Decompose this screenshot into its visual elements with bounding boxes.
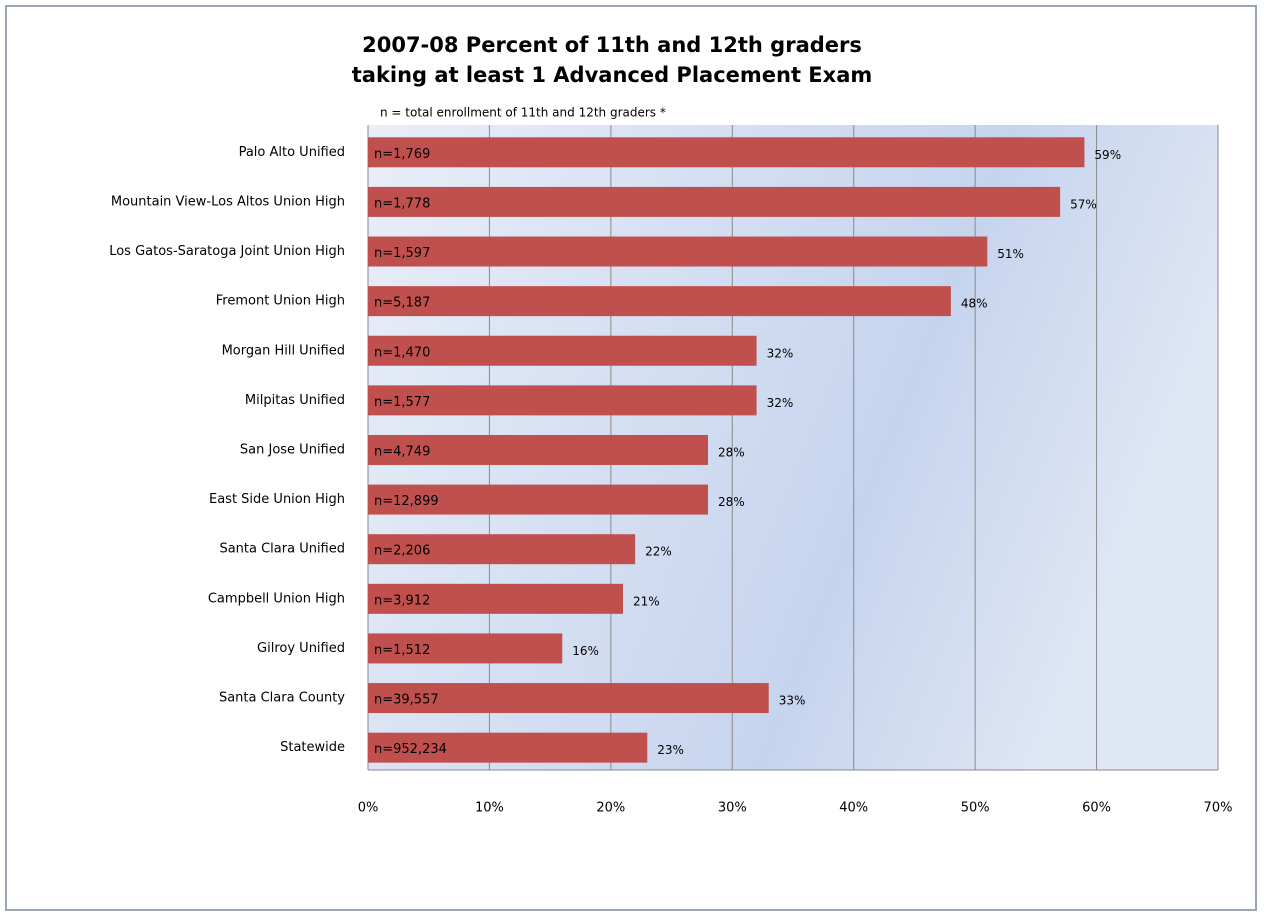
n-label: n=3,912 <box>374 593 430 608</box>
y-tick-label: Statewide <box>280 740 345 755</box>
value-label: 32% <box>767 346 794 360</box>
bar <box>368 286 951 317</box>
value-label: 51% <box>997 247 1024 261</box>
n-label: n=1,778 <box>374 196 430 211</box>
y-tick-label: Campbell Union High <box>208 591 345 606</box>
value-label: 59% <box>1094 148 1121 162</box>
n-label: n=12,899 <box>374 494 439 509</box>
chart-title: 2007-08 Percent of 11th and 12th graders <box>362 33 862 57</box>
n-label: n=1,597 <box>374 246 430 261</box>
value-label: 28% <box>718 495 745 509</box>
y-tick-label: Santa Clara Unified <box>219 542 345 557</box>
x-tick-label: 50% <box>961 801 990 816</box>
y-tick-label: Palo Alto Unified <box>239 145 345 160</box>
x-tick-label: 30% <box>718 801 747 816</box>
value-label: 22% <box>645 545 672 559</box>
bar <box>368 385 757 416</box>
y-tick-label: Gilroy Unified <box>257 641 345 656</box>
value-label: 28% <box>718 445 745 459</box>
y-tick-label: Morgan Hill Unified <box>222 343 345 358</box>
x-tick-label: 0% <box>358 801 379 816</box>
value-label: 21% <box>633 594 660 608</box>
chart-subtitle: n = total enrollment of 11th and 12th gr… <box>380 106 666 120</box>
n-label: n=1,577 <box>374 395 430 410</box>
n-label: n=5,187 <box>374 296 430 311</box>
bar <box>368 633 563 664</box>
bar <box>368 434 708 465</box>
n-label: n=1,470 <box>374 345 430 360</box>
value-label: 57% <box>1070 197 1097 211</box>
value-label: 16% <box>572 644 599 658</box>
bar <box>368 583 623 614</box>
n-label: n=2,206 <box>374 544 430 559</box>
n-label: n=1,769 <box>374 147 430 162</box>
value-label: 48% <box>961 297 988 311</box>
y-tick-label: San Jose Unified <box>240 442 345 457</box>
y-tick-label: Santa Clara County <box>219 691 345 706</box>
y-tick-label: Fremont Union High <box>216 294 345 309</box>
bar <box>368 484 708 515</box>
value-label: 33% <box>779 694 806 708</box>
bar <box>368 732 648 763</box>
value-label: 32% <box>767 396 794 410</box>
n-label: n=39,557 <box>374 693 439 708</box>
y-tick-label: East Side Union High <box>209 492 345 507</box>
n-label: n=952,234 <box>374 742 447 757</box>
n-label: n=4,749 <box>374 444 430 459</box>
bar <box>368 534 636 565</box>
bar <box>368 236 988 267</box>
x-tick-label: 70% <box>1204 801 1233 816</box>
bar <box>368 335 757 366</box>
y-tick-label: Mountain View-Los Altos Union High <box>111 194 345 209</box>
bar <box>368 137 1085 168</box>
n-label: n=1,512 <box>374 643 430 658</box>
value-label: 23% <box>657 743 684 757</box>
x-tick-label: 20% <box>596 801 625 816</box>
x-tick-label: 10% <box>475 801 504 816</box>
x-tick-label: 60% <box>1082 801 1111 816</box>
chart-title: taking at least 1 Advanced Placement Exa… <box>352 63 873 87</box>
y-tick-label: Milpitas Unified <box>245 393 345 408</box>
y-tick-label: Los Gatos-Saratoga Joint Union High <box>109 244 345 259</box>
bar <box>368 683 769 714</box>
x-tick-label: 40% <box>839 801 868 816</box>
bar <box>368 186 1061 217</box>
